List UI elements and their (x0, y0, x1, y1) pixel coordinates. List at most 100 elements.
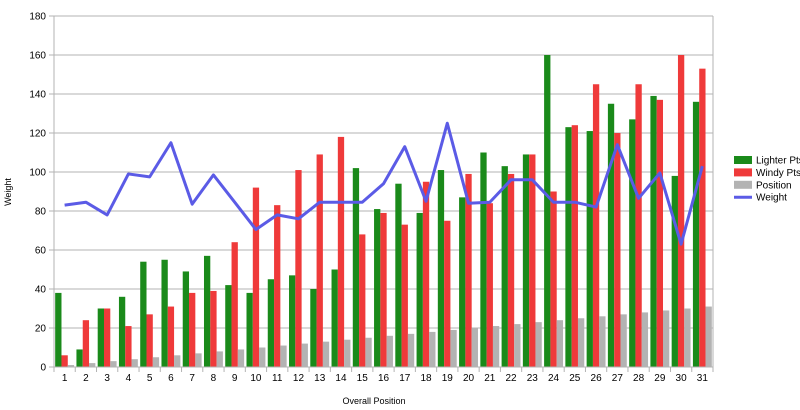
y-tick-label: 20 (35, 324, 47, 335)
windy-pts-bar (359, 234, 366, 367)
lighter-pts-bar (692, 101, 700, 368)
lighter-pts-bar (289, 275, 296, 367)
position-bar (684, 308, 691, 367)
windy-pts-bar (146, 314, 153, 367)
windy-pts-bar (295, 170, 302, 367)
x-tick-label: 17 (399, 373, 411, 384)
lighter-pts-bar (459, 197, 466, 367)
y-tick-label: 160 (29, 51, 46, 62)
lighter-pts-bar (629, 119, 636, 367)
lighter-pts-bar (140, 261, 147, 367)
windy-pts-bar (656, 99, 663, 367)
x-tick-label: 12 (293, 373, 305, 384)
position-bar (174, 355, 181, 367)
position-bar (344, 339, 351, 367)
lighter-pts-bar (331, 269, 338, 367)
windy-pts-bar (507, 173, 515, 367)
x-tick-label: 20 (463, 373, 475, 384)
windy-pts-bar (252, 187, 260, 367)
legend-label: Weight (756, 193, 787, 204)
windy-pts-bar (380, 212, 387, 367)
windy-pts-bar (422, 181, 430, 367)
x-tick-label: 15 (357, 373, 369, 384)
x-tick-label: 28 (633, 373, 645, 384)
legend-swatch (734, 156, 752, 164)
y-tick-label: 180 (29, 12, 46, 23)
position-bar (386, 335, 393, 367)
windy-pts-bar (550, 191, 557, 367)
x-tick-label: 9 (232, 373, 238, 384)
bars (55, 55, 712, 368)
x-tick-label: 19 (442, 373, 454, 384)
windy-pts-bar (274, 205, 281, 367)
windy-pts-bar (444, 220, 451, 367)
lighter-pts-bar (501, 166, 508, 367)
x-tick-label: 7 (189, 373, 195, 384)
legend-swatch (734, 168, 752, 177)
windy-pts-bar (677, 55, 685, 367)
position-bar (641, 312, 649, 367)
position-bar (407, 333, 415, 367)
lighter-pts-bar (607, 103, 615, 367)
x-tick-label: 11 (272, 373, 283, 384)
lighter-pts-bar (522, 154, 530, 367)
lighter-pts-bar (76, 349, 83, 367)
lighter-pts-bar (374, 209, 381, 367)
position-bar (280, 345, 287, 367)
position-bar (322, 341, 330, 367)
position-bar (195, 353, 202, 367)
y-axis-title: Weight (3, 178, 13, 206)
position-bar (577, 318, 585, 367)
position-bar (663, 310, 670, 367)
position-bar (131, 359, 138, 367)
windy-pts-bar (231, 242, 238, 367)
position-bar (471, 328, 478, 367)
lighter-pts-bar (544, 55, 551, 367)
x-tick-label: 18 (420, 373, 432, 384)
position-bar (110, 361, 117, 367)
windy-pts-bar (104, 308, 111, 367)
x-tick-label: 22 (505, 373, 517, 384)
position-bar (429, 331, 436, 367)
weight-line (64, 121, 704, 246)
windy-pts-bar (61, 355, 68, 367)
x-tick-label: 3 (104, 373, 110, 384)
x-tick-label: 21 (484, 373, 496, 384)
x-tick-label: 29 (654, 373, 666, 384)
x-tick-label: 8 (211, 373, 217, 384)
legend-swatch (734, 180, 752, 189)
lighter-pts-bar (395, 183, 402, 367)
position-bar (492, 326, 500, 367)
windy-pts-bar (189, 292, 196, 367)
windy-pts-bar (465, 173, 472, 367)
windy-pts-bar (699, 68, 706, 368)
lighter-pts-bar (118, 296, 126, 367)
position-bar (89, 363, 96, 367)
lighter-pts-bar (310, 289, 317, 367)
x-tick-label: 23 (527, 373, 539, 384)
position-bar (365, 337, 372, 367)
position-bar (152, 357, 160, 367)
position-bar (705, 306, 712, 367)
lighter-pts-bar (565, 127, 572, 368)
y-tick-label: 120 (29, 129, 46, 140)
x-tick-label: 1 (62, 373, 68, 384)
windy-pts-bar (167, 306, 175, 367)
legend-label: Position (756, 180, 792, 191)
x-axis-title: Overall Position (342, 396, 405, 406)
x-tick-label: 16 (378, 373, 390, 384)
windy-pts-bar (635, 84, 642, 367)
windy-pts-bar (210, 290, 217, 367)
lighter-pts-bar (352, 168, 360, 367)
x-tick-label: 25 (569, 373, 581, 384)
lighter-pts-bar (225, 285, 232, 367)
lighter-pts-bar (267, 279, 275, 367)
x-tick-label: 24 (548, 373, 560, 384)
lighter-pts-bar (671, 175, 678, 367)
x-tick-label: 26 (591, 373, 603, 384)
windy-pts-bar (82, 320, 90, 367)
position-bar (450, 329, 457, 367)
